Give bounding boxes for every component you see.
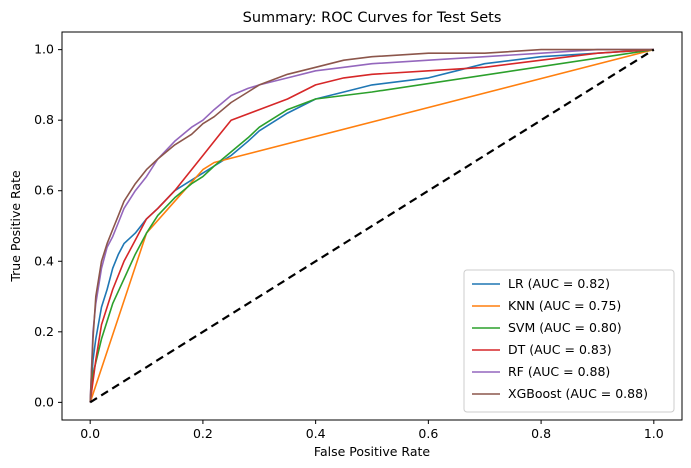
- y-tick-label: 0.4: [34, 253, 54, 268]
- y-axis-label: True Positive Rate: [8, 170, 23, 283]
- series-line-2: [89, 48, 654, 403]
- legend-label: SVM (AUC = 0.80): [508, 320, 622, 335]
- plot-frame: [61, 31, 683, 421]
- reference-diagonal-line: [89, 48, 655, 404]
- y-tick-label: 0.2: [34, 324, 54, 339]
- axis-ticks: 0.0 0.2 0.4 0.6 0.8 1.0 0.0 0.2 0.4 0.6 0.8 1.0: [34, 42, 664, 441]
- x-tick-label: 0.6: [418, 426, 438, 441]
- legend-label: LR (AUC = 0.82): [508, 276, 610, 291]
- y-tick-label: 0.0: [34, 394, 54, 409]
- x-axis-label: False Positive Rate: [314, 444, 430, 459]
- legend: LR (AUC = 0.82) KNN (AUC = 0.75) SVM (AUC …: [463, 269, 675, 413]
- x-tick-label: 0.2: [193, 426, 213, 441]
- x-tick-label: 0.0: [80, 426, 100, 441]
- legend-label: DT (AUC = 0.83): [508, 342, 612, 357]
- series-line-4: [89, 48, 654, 403]
- x-tick-label: 1.0: [644, 426, 664, 441]
- series-line-3: [89, 48, 654, 403]
- legend-label: KNN (AUC = 0.75): [508, 298, 621, 313]
- x-tick-label: 0.4: [306, 426, 326, 441]
- y-tick-label: 0.8: [34, 112, 54, 127]
- chart-title: Summary: ROC Curves for Test Sets: [243, 10, 502, 26]
- y-tick-label: 1.0: [34, 42, 54, 57]
- y-tick-label: 0.6: [34, 183, 54, 198]
- series-line-5: [89, 48, 654, 403]
- plot-lines: [89, 48, 655, 404]
- legend-label: RF (AUC = 0.88): [508, 364, 610, 379]
- legend-box: [463, 269, 675, 413]
- x-tick-label: 0.8: [531, 426, 551, 441]
- legend-label: XGBoost (AUC = 0.88): [508, 386, 648, 401]
